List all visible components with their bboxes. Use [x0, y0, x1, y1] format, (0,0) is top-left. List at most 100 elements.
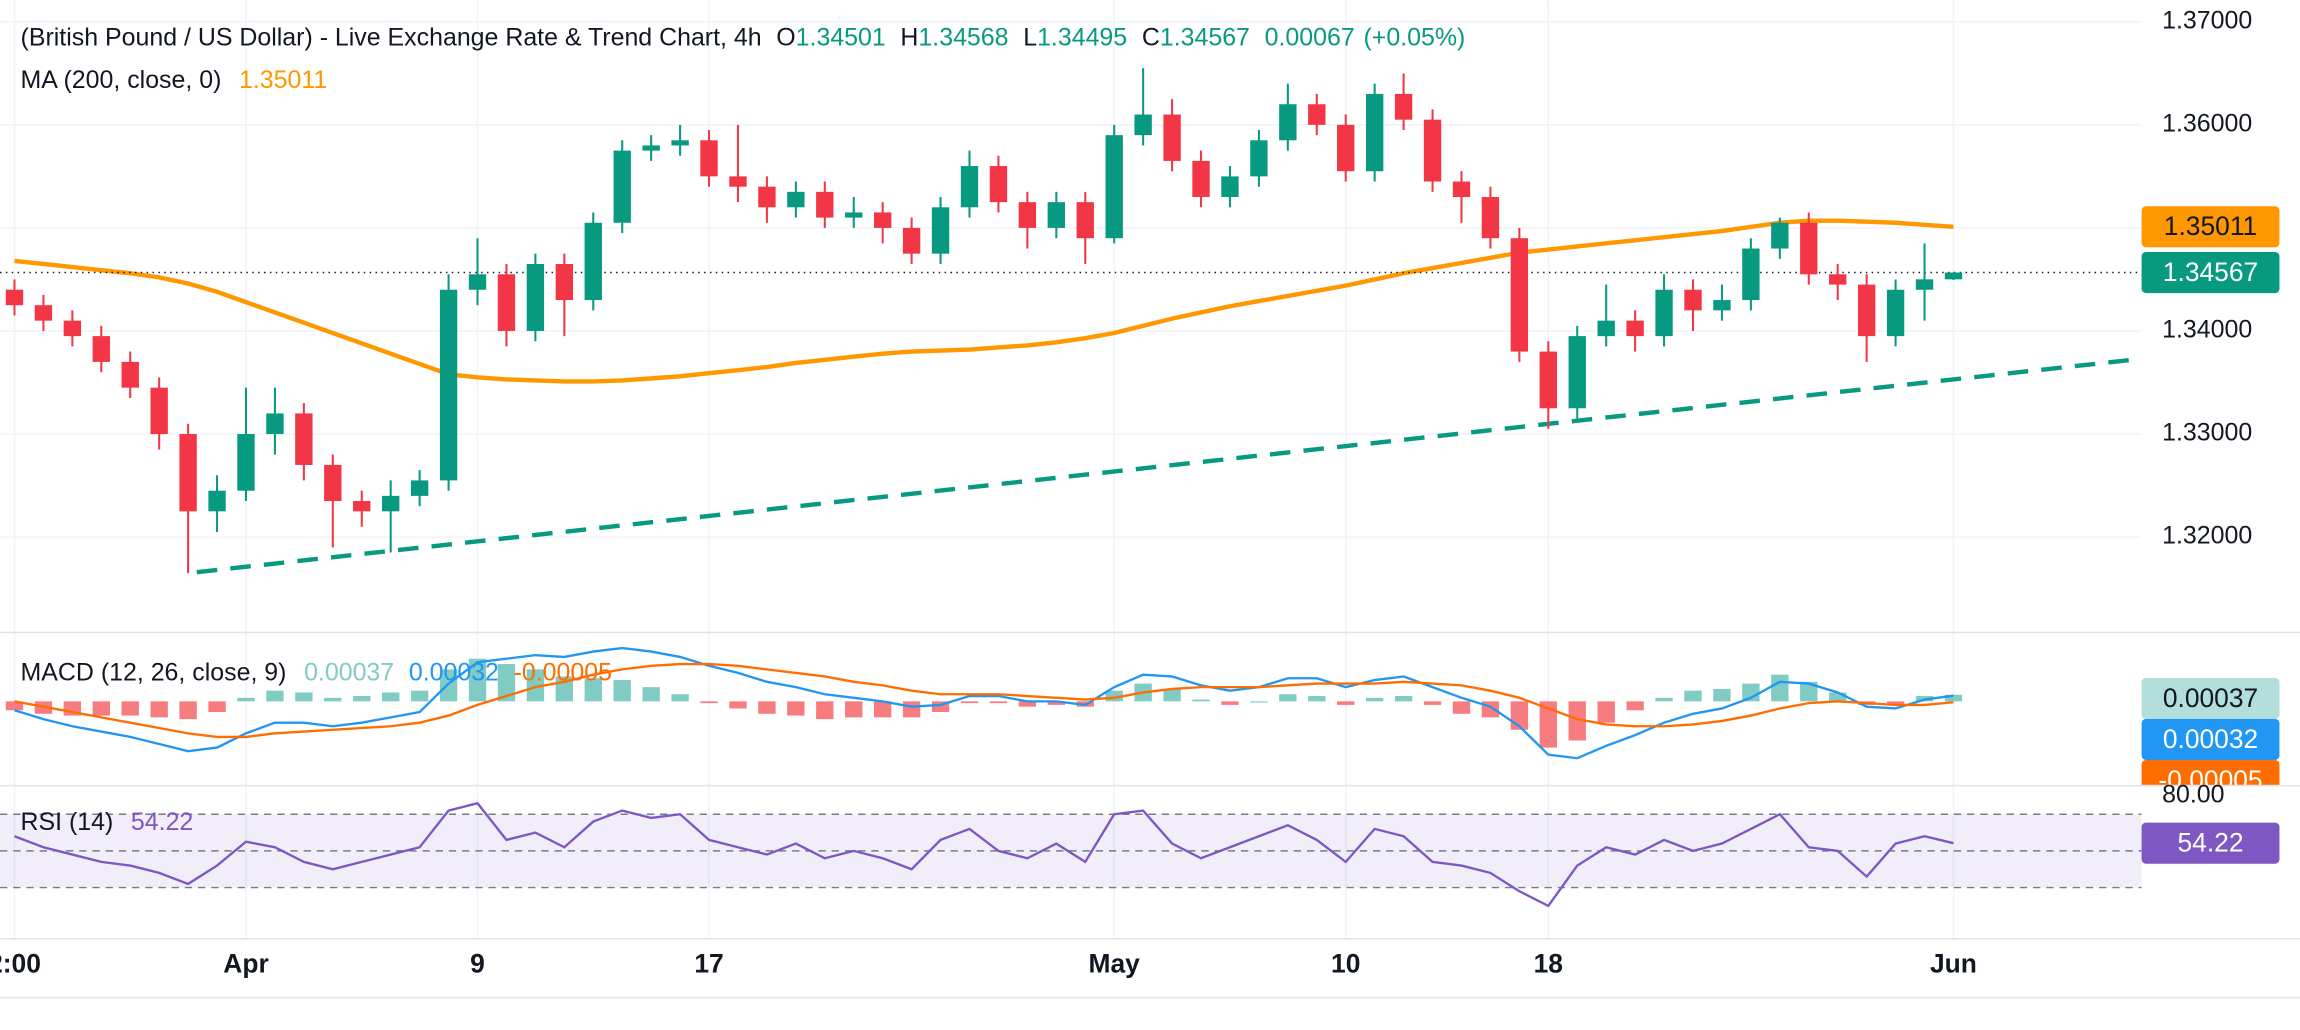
- candle-body: [1452, 181, 1471, 197]
- histogram-bar: [295, 692, 313, 702]
- x-tick-label: 2:00: [0, 948, 41, 978]
- x-tick-label: 18: [1534, 948, 1563, 978]
- histogram-bar: [1742, 683, 1760, 702]
- candle-body: [700, 140, 718, 177]
- histogram-bar: [237, 697, 255, 702]
- price-badge: 1.34567: [2163, 257, 2258, 287]
- candle-body: [121, 361, 139, 388]
- histogram-bar: [613, 680, 631, 702]
- histogram-bar: [1713, 688, 1731, 702]
- candle-body: [1394, 93, 1413, 120]
- histogram-bar: [1047, 701, 1066, 705]
- histogram-bar: [1771, 674, 1789, 702]
- macd-pane: 0.00037 0.00032 -0.00005: [5, 646, 2280, 785]
- histogram-bar: [92, 701, 110, 716]
- histogram-bar: [1221, 701, 1239, 705]
- candle-body: [1047, 202, 1066, 228]
- histogram-bar: [121, 701, 139, 716]
- candle-body: [266, 413, 284, 435]
- histogram-bar: [1308, 696, 1326, 702]
- change-value: 0.00067: [1265, 23, 1355, 51]
- candle-body: [324, 464, 342, 502]
- histogram-bar: [873, 701, 892, 718]
- candle-body: [1279, 104, 1297, 141]
- histogram-value: 0.00037: [304, 658, 394, 686]
- candle-body: [1742, 248, 1760, 301]
- histogram-bar: [208, 701, 226, 713]
- histogram-bar: [1365, 697, 1384, 702]
- rsi-badge-bg: [2141, 822, 2280, 864]
- ohlc-label: C: [1142, 23, 1160, 51]
- ma-badge-bg: [2141, 206, 2280, 248]
- histogram-bar: [671, 694, 689, 702]
- histogram-bar: [1105, 690, 1123, 702]
- candle-body: [1481, 196, 1500, 239]
- histogram-bar: [382, 692, 400, 702]
- histogram-bar: [1684, 690, 1702, 702]
- candle-body: [1337, 124, 1355, 172]
- chart-title: (British Pound / US Dollar) - Live Excha…: [21, 23, 762, 51]
- histogram-bar: [526, 669, 545, 702]
- y-tick-label: 1.36000: [2162, 109, 2252, 137]
- ma-name: MA (200, close, 0): [21, 65, 222, 93]
- candle-body: [729, 176, 747, 187]
- histogram-bar: [931, 701, 950, 713]
- ohlc-label: L: [1023, 23, 1037, 51]
- histogram-bar: [1568, 701, 1586, 741]
- candle-body: [1684, 289, 1702, 311]
- histogram-bar: [1279, 694, 1297, 702]
- histogram-bar: [1626, 701, 1644, 711]
- candle-body: [1857, 284, 1876, 337]
- candle-body: [1192, 160, 1210, 197]
- candle-body: [931, 207, 950, 254]
- y-tick-label: 1.37000: [2162, 6, 2252, 34]
- macd-badge-bg: [2141, 677, 2280, 719]
- title-legend: (British Pound / US Dollar) - Live Excha…: [21, 23, 1466, 51]
- candle-body: [382, 495, 400, 512]
- histogram-bar: [787, 701, 805, 716]
- histogram-bar: [1423, 701, 1442, 705]
- rsi-tick-label: 80.00: [2162, 780, 2224, 808]
- signal-line: [14, 662, 1954, 739]
- histogram-bar: [1250, 701, 1268, 703]
- signal-value: -0.00005: [514, 658, 612, 686]
- ohlc-label: H: [900, 23, 918, 51]
- ma-badge: 1.35011: [2164, 211, 2257, 241]
- histogram-bar: [1018, 701, 1037, 707]
- candle-body: [1134, 114, 1152, 136]
- candle-body: [1886, 289, 1905, 337]
- candle-body: [1365, 93, 1384, 172]
- ma-value: 1.35011: [239, 65, 327, 93]
- histogram-bar: [845, 701, 863, 718]
- histogram-bar: [439, 669, 458, 702]
- candle-body: [613, 150, 631, 223]
- candle-body: [150, 387, 168, 435]
- candle-body: [63, 320, 82, 337]
- histogram-bar: [179, 701, 197, 720]
- candle-body: [1829, 274, 1847, 285]
- candle-body: [1568, 336, 1586, 409]
- candle-body: [787, 191, 805, 208]
- histogram-bar: [1597, 701, 1615, 723]
- candle-body: [34, 305, 53, 321]
- histogram-bar: [1829, 692, 1847, 702]
- axes: 1.370001.360001.350001.340001.330001.320…: [0, 6, 2300, 999]
- histogram-bar: [989, 701, 1008, 704]
- candle-body: [353, 501, 371, 512]
- ohlc-label: O: [776, 23, 795, 51]
- macd-line: [14, 646, 1954, 760]
- candle-body: [5, 289, 24, 306]
- macd-badge-bg: [2141, 759, 2280, 785]
- x-tick-label: Apr: [223, 948, 268, 978]
- histogram-bar: [410, 690, 429, 702]
- ohlc-value: 1.34501: [796, 23, 886, 51]
- y-tick-label: 1.33000: [2162, 419, 2252, 447]
- histogram-bar: [266, 690, 284, 702]
- candle-body: [816, 191, 834, 218]
- histogram-bar: [324, 697, 342, 702]
- candle-body: [439, 289, 458, 481]
- ohlc-value: 1.34495: [1037, 23, 1127, 51]
- price-pane: [0, 68, 2142, 575]
